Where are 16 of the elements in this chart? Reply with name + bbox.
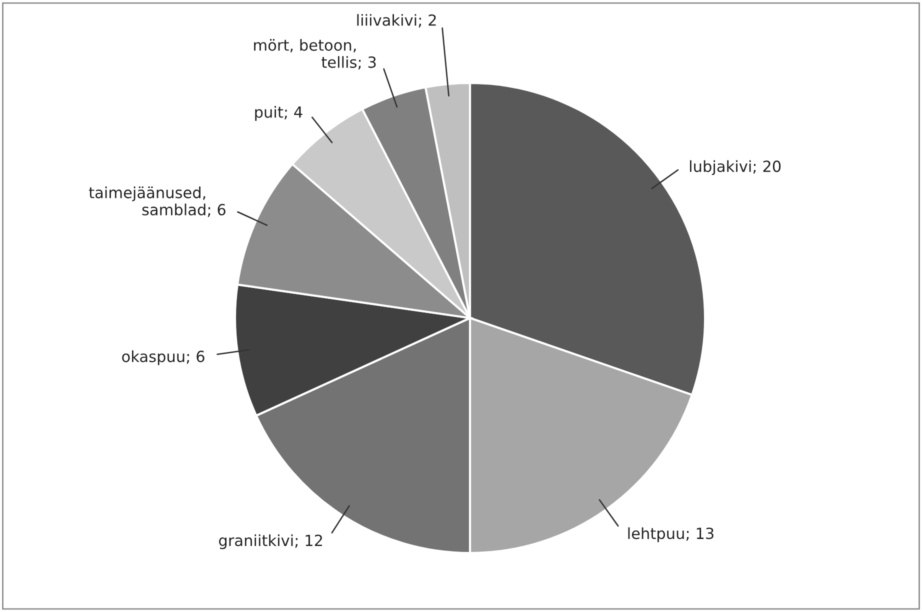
- slice-label: mört, betoon, tellis: [254, 39, 356, 68]
- slice-label: lehtpuu: [628, 527, 684, 542]
- slice-label: puit: [255, 106, 284, 121]
- slice-label: graniitkivi: [219, 534, 293, 550]
- data-label: ; 6: [186, 350, 204, 364]
- data-label: ; 12: [295, 534, 322, 548]
- data-label: ; 13: [686, 528, 714, 541]
- data-label: ; 20: [753, 160, 781, 174]
- slice-label: taimejäänused, samblad: [88, 186, 206, 216]
- data-label: ; 2: [418, 14, 436, 28]
- slice-label: okaspuu: [122, 350, 184, 366]
- slice-label: liiivakivi: [357, 14, 416, 26]
- data-label: ; 6: [208, 204, 226, 217]
- data-label: ; 4: [284, 106, 302, 120]
- data-label: ; 3: [358, 56, 376, 70]
- slice-label: lubjakivi: [690, 160, 751, 176]
